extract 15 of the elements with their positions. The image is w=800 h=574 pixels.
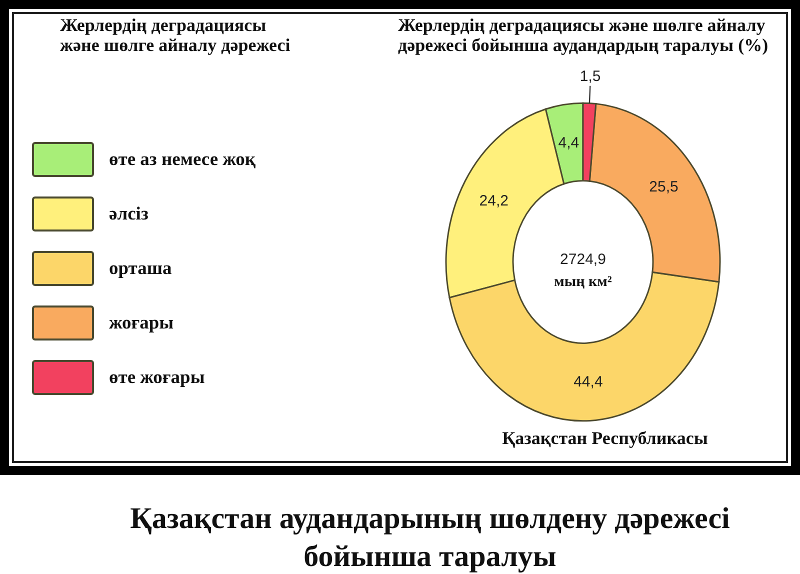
data-label: 1,5 — [580, 68, 601, 86]
legend-label: өте аз немесе жоқ — [109, 150, 256, 170]
text: Қазақстан аудандарының шөлдену дәрежесі бойынша таралуы — [130, 502, 730, 573]
legend-title: Жерлердің деградациясы және шөлге айналу дәрежесі — [60, 15, 290, 55]
legend-label: әлсіз — [109, 204, 148, 224]
chart-title: Жерлердің деградациясы және шөлге айналу дәрежесі бойынша аудандардың таралуы (%) — [398, 15, 768, 55]
text: 2724,9 мың км² — [554, 251, 612, 290]
data-label: 44,4 — [574, 373, 603, 390]
text: Қазақстан Республикасы — [502, 428, 708, 448]
legend-label: жоғары — [109, 314, 174, 334]
legend-label: өте жоғары — [109, 368, 205, 388]
data-label: 4,4 — [558, 134, 580, 152]
data-label: 24,2 — [479, 192, 509, 210]
data-label: 25,5 — [649, 178, 678, 196]
legend-label: орташа — [109, 259, 172, 279]
